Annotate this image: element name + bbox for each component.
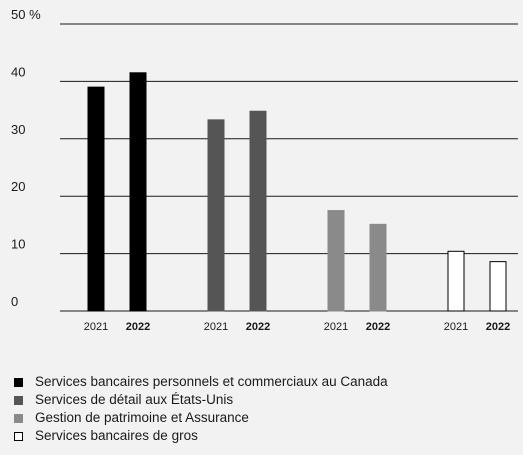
- bar-group4-2021: [447, 250, 465, 312]
- y-tick-label-20: 20: [11, 179, 25, 194]
- bar-group2-2022: [249, 110, 267, 312]
- y-axis-tick-labels: 0 10 20 30 40 50 %: [11, 7, 41, 309]
- y-tick-label-30: 30: [11, 122, 25, 137]
- legend-swatch-wholesale: [14, 431, 23, 441]
- legend-item-us-retail: Services de détail aux États-Unis: [14, 391, 388, 409]
- legend-item-canada: Services bancaires personnels et commerc…: [14, 373, 388, 391]
- legend-swatch-wealth: [14, 413, 23, 423]
- legend-label-us-retail: Services de détail aux États-Unis: [35, 392, 234, 407]
- y-tick-label-50: 50 %: [11, 7, 41, 22]
- legend-swatch-canada: [14, 377, 23, 387]
- legend-item-wealth: Gestion de patrimoine et Assurance: [14, 409, 388, 427]
- legend: Services bancaires personnels et commerc…: [14, 373, 388, 445]
- x-label-group3-2022: 2022: [366, 321, 390, 333]
- y-tick-label-0: 0: [11, 294, 18, 309]
- bar-group3-2022: [369, 223, 387, 312]
- legend-swatch-us-retail: [14, 395, 23, 405]
- x-label-group1-2022: 2022: [126, 321, 150, 333]
- x-label-group4-2021: 2021: [444, 321, 468, 333]
- x-axis-year-labels: 2021 2022 2021 2022 2021 2022 2021 2022: [84, 321, 510, 333]
- x-label-group2-2022: 2022: [246, 321, 270, 333]
- legend-label-wealth: Gestion de patrimoine et Assurance: [35, 410, 249, 425]
- legend-label-canada: Services bancaires personnels et commerc…: [35, 374, 388, 389]
- bar-group1-2022: [129, 72, 147, 312]
- bar-group4-2022: [489, 261, 507, 312]
- x-label-group3-2021: 2021: [324, 321, 348, 333]
- y-tick-label-40: 40: [11, 64, 25, 79]
- bar-group2-2021: [207, 119, 225, 312]
- bar-group3-2021: [327, 210, 345, 312]
- legend-label-wholesale: Services bancaires de gros: [35, 428, 198, 443]
- x-label-group4-2022: 2022: [486, 321, 510, 333]
- bars: [87, 72, 507, 312]
- x-label-group1-2021: 2021: [84, 321, 108, 333]
- bar-group1-2021: [87, 86, 105, 312]
- legend-item-wholesale: Services bancaires de gros: [14, 427, 388, 445]
- x-label-group2-2021: 2021: [204, 321, 228, 333]
- y-tick-label-10: 10: [11, 237, 25, 252]
